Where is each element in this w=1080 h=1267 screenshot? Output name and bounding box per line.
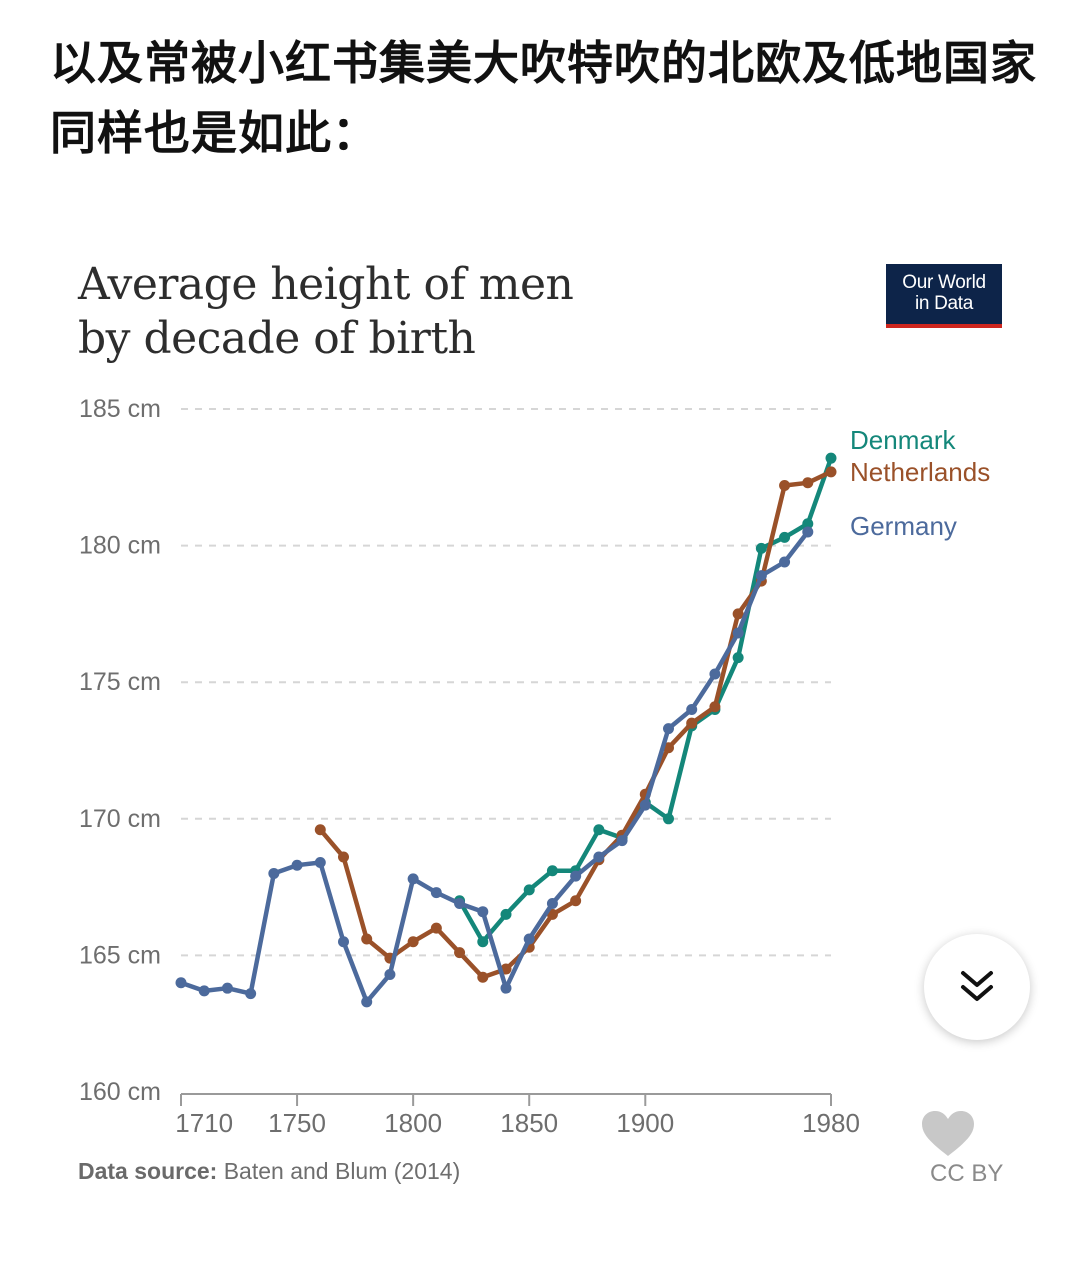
data-point-germany[interactable] <box>175 977 187 989</box>
data-point-germany[interactable] <box>361 996 373 1008</box>
data-point-netherlands[interactable] <box>802 477 814 489</box>
data-point-germany[interactable] <box>663 723 674 735</box>
x-tick-label: 1710 <box>175 1108 233 1138</box>
data-point-netherlands[interactable] <box>732 608 744 620</box>
data-point-netherlands[interactable] <box>361 933 373 945</box>
data-point-netherlands[interactable] <box>454 947 466 959</box>
chart-title-line-2: by decade of birth <box>78 313 476 364</box>
data-point-denmark[interactable] <box>546 865 558 877</box>
chevron-double-down-icon <box>961 971 993 1001</box>
x-tick-label: 1980 <box>802 1108 860 1138</box>
x-tick-label: 1800 <box>384 1108 442 1138</box>
data-point-germany[interactable] <box>593 851 605 863</box>
data-point-denmark[interactable] <box>500 908 512 920</box>
data-point-denmark[interactable] <box>802 518 814 530</box>
data-point-netherlands[interactable] <box>338 851 349 863</box>
data-point-netherlands[interactable] <box>407 936 419 948</box>
legend-netherlands[interactable]: Netherlands <box>850 457 990 487</box>
data-point-germany[interactable] <box>338 936 349 948</box>
data-point-germany[interactable] <box>477 906 489 918</box>
data-point-germany[interactable] <box>384 969 396 981</box>
data-point-germany[interactable] <box>500 982 512 994</box>
data-point-germany[interactable] <box>221 982 233 994</box>
data-point-denmark[interactable] <box>593 824 605 836</box>
post-text: 以及常被小红书集美大吹特吹的北欧及低地国家同样也是如此： <box>50 36 1037 160</box>
x-tick-label: 1850 <box>500 1108 558 1138</box>
y-tick-label: 160 cm <box>79 1078 161 1106</box>
data-source-label: Data source: <box>78 1158 218 1184</box>
x-tick-label: 1750 <box>268 1108 326 1138</box>
data-point-germany[interactable] <box>802 526 814 538</box>
x-tick-label: 1900 <box>616 1108 674 1138</box>
data-point-netherlands[interactable] <box>430 922 442 934</box>
chart-title: Average height of men by decade of birth <box>78 258 778 366</box>
license-label[interactable]: CC BY <box>930 1160 1004 1187</box>
data-point-germany[interactable] <box>407 873 419 885</box>
legend-denmark[interactable]: Denmark <box>850 425 956 455</box>
data-point-germany[interactable] <box>755 570 767 582</box>
y-tick-label: 170 cm <box>79 805 161 833</box>
data-point-netherlands[interactable] <box>779 479 791 491</box>
y-tick-label: 165 cm <box>79 941 161 969</box>
series-germany <box>175 526 814 1008</box>
data-point-germany[interactable] <box>732 627 744 639</box>
data-point-denmark[interactable] <box>477 936 489 948</box>
data-point-denmark[interactable] <box>732 652 744 664</box>
heart-icon[interactable] <box>920 1110 976 1158</box>
legend-germany[interactable]: Germany <box>850 511 957 541</box>
data-point-germany[interactable] <box>245 988 257 1000</box>
data-point-denmark[interactable] <box>825 452 837 464</box>
data-point-denmark[interactable] <box>779 531 791 543</box>
data-point-germany[interactable] <box>291 859 303 871</box>
series-line-germany[interactable] <box>178 529 811 1005</box>
data-point-germany[interactable] <box>686 704 698 716</box>
data-point-netherlands[interactable] <box>709 701 721 713</box>
data-point-germany[interactable] <box>570 870 582 882</box>
data-point-germany[interactable] <box>546 897 558 909</box>
series-denmark <box>454 452 837 948</box>
data-point-denmark[interactable] <box>523 884 535 896</box>
data-point-germany[interactable] <box>268 867 280 879</box>
y-tick-label: 185 cm <box>79 395 161 423</box>
chart-title-line-1: Average height of men <box>78 259 574 310</box>
owid-logo[interactable]: Our World in Data <box>886 264 1002 328</box>
x-axis: 1710 1750 1800 1850 1900 1980 <box>175 1093 860 1138</box>
series-lines <box>175 452 837 1008</box>
data-point-germany[interactable] <box>523 933 535 945</box>
y-axis-ticks: 160 cm 165 cm 170 cm 175 cm 180 cm 185 cm <box>79 395 161 1106</box>
data-point-germany[interactable] <box>709 668 721 680</box>
scroll-down-button[interactable] <box>924 934 1030 1040</box>
data-point-germany[interactable] <box>616 835 628 847</box>
data-point-germany[interactable] <box>314 857 326 869</box>
data-point-germany[interactable] <box>639 799 651 811</box>
logo-line-2: in Data <box>914 293 974 314</box>
y-tick-label: 175 cm <box>79 668 161 696</box>
grid-lines <box>181 408 831 957</box>
data-point-netherlands[interactable] <box>477 971 489 983</box>
data-source-value[interactable]: Baten and Blum (2014) <box>223 1158 461 1184</box>
data-point-denmark[interactable] <box>755 542 767 554</box>
y-tick-label: 180 cm <box>79 532 161 560</box>
data-point-netherlands[interactable] <box>570 895 582 907</box>
data-point-denmark[interactable] <box>663 813 674 825</box>
data-point-netherlands[interactable] <box>686 717 698 729</box>
logo-line-1: Our World <box>902 272 986 293</box>
data-point-netherlands[interactable] <box>825 466 837 478</box>
data-source: Data source: Baten and Blum (2014) <box>78 1158 460 1185</box>
data-point-germany[interactable] <box>454 897 466 909</box>
data-point-netherlands[interactable] <box>314 824 326 836</box>
data-point-germany[interactable] <box>430 887 442 899</box>
data-point-germany[interactable] <box>779 556 791 568</box>
data-point-germany[interactable] <box>198 985 210 997</box>
